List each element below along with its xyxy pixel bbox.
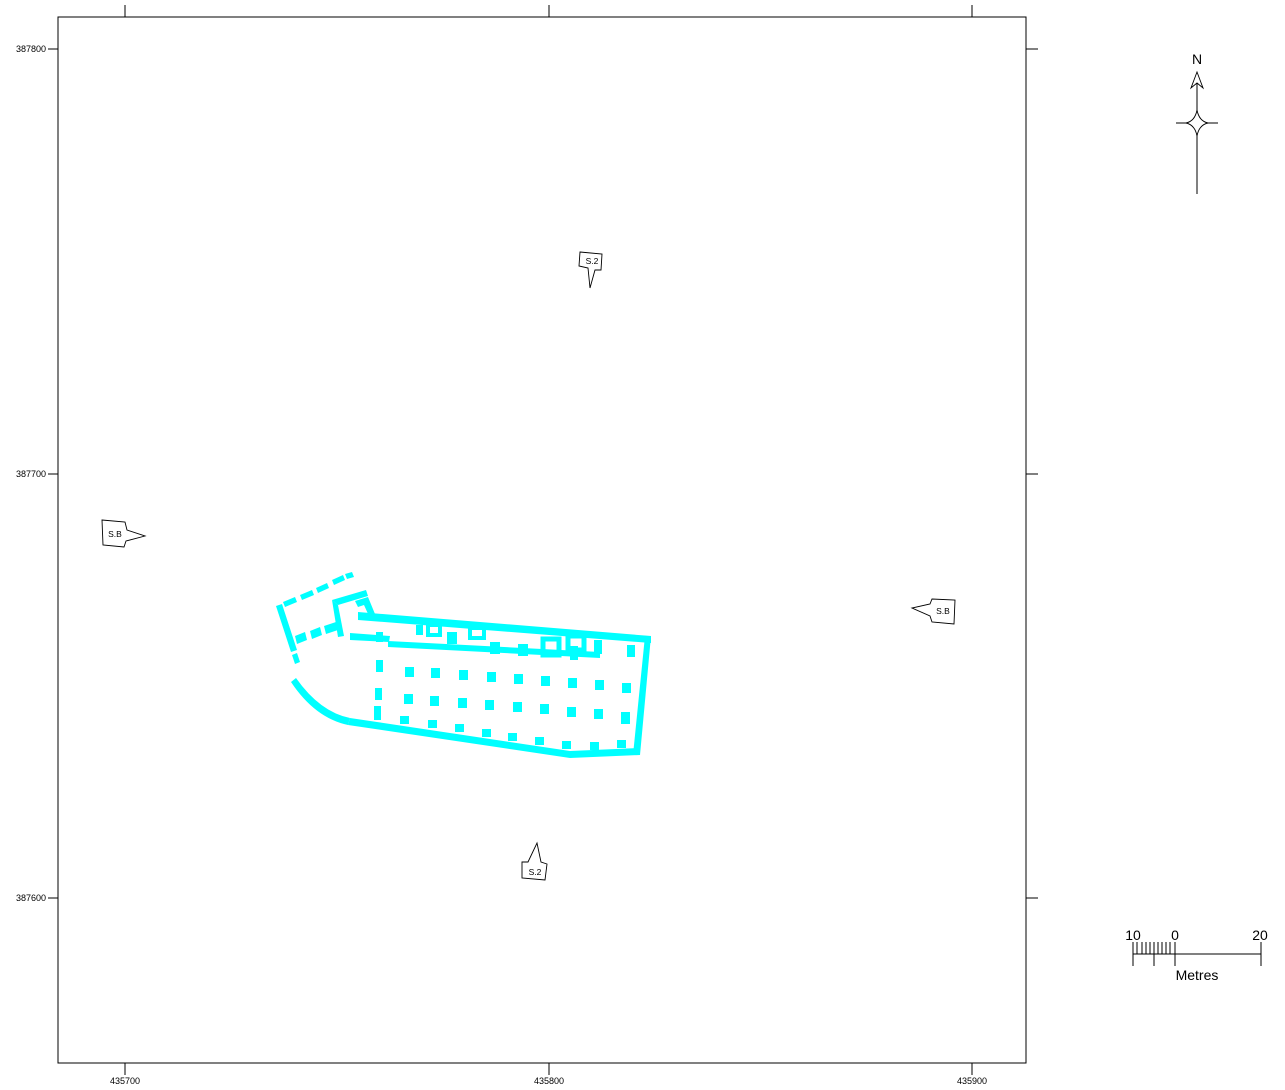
x-tick-label: 435700 [110,1076,140,1086]
x-tick-label: 435800 [534,1076,564,1086]
section-marker-sb-west: S.B [101,519,147,548]
section-marker-s2-south: S.2 [521,841,548,881]
scale-label-right: 20 [1252,927,1268,943]
section-marker-s2-north: S.2 [578,251,603,289]
x-axis-ticks [124,5,973,1075]
scale-label-left: 10 [1125,927,1141,943]
y-tick-label: 387700 [16,469,46,479]
section-label: S.B [936,606,950,616]
section-label: S.2 [586,256,599,266]
north-label: N [1192,51,1202,67]
y-tick-label: 387800 [16,44,46,54]
north-arrow: N [1176,51,1218,194]
section-label: S.B [108,529,122,539]
scale-unit: Metres [1176,967,1219,983]
y-axis-ticks [48,48,1038,899]
section-label: S.2 [529,867,542,877]
section-marker-sb-east: S.B [910,598,956,625]
map-frame [57,16,1027,1064]
scale-bar: 10 0 20 Metres [1125,927,1268,983]
scale-label-zero: 0 [1171,927,1179,943]
y-tick-label: 387600 [16,893,46,903]
building-footprint [276,572,651,758]
x-tick-label: 435900 [957,1076,987,1086]
